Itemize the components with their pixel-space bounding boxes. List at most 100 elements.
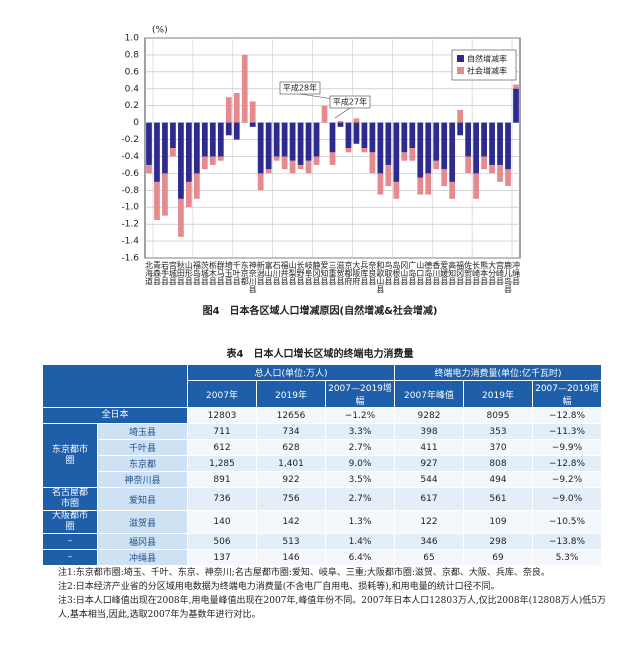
value-cell: 2.7%: [325, 487, 395, 511]
value-cell: 398: [394, 423, 464, 440]
annotation-arrow: [334, 107, 351, 119]
name-cell: 神奈川县: [97, 471, 188, 488]
y-unit: (%): [152, 26, 168, 36]
x-tick-label: 静冈县: [312, 260, 321, 286]
table-row: – 冲绳县 137 146 6.4% 65 69 5.3%: [42, 549, 602, 566]
x-tick-label: 长野县: [296, 260, 305, 286]
bar: [225, 122, 232, 136]
value-cell: 9282: [394, 407, 464, 424]
value-cell: 506: [187, 533, 257, 550]
bar: [273, 156, 280, 161]
x-tick-label: 熊本县: [480, 260, 489, 286]
legend-label: 社会增减率: [467, 66, 507, 76]
bar: [353, 118, 360, 123]
group-cell: 东京都市圈: [42, 423, 98, 488]
value-cell: −12.8%: [532, 407, 602, 424]
y-tick-label: 0.8: [125, 50, 140, 60]
value-cell: 122: [394, 510, 464, 534]
bar: [329, 152, 336, 165]
x-tick-label: 福冈县: [456, 261, 465, 286]
table-row: 全日本 12803 12656 −1.2% 9282 8095 −12.8%: [42, 407, 602, 424]
value-cell: −9.0%: [532, 487, 602, 511]
table-row: 东京都市圈 埼玉县 711 734 3.3% 398 353 −11.3%: [42, 423, 602, 488]
bar: [209, 122, 216, 157]
bar: [433, 160, 440, 170]
x-tick-label: 福井县: [280, 261, 289, 286]
x-tick-label: 德岛县: [424, 260, 433, 286]
value-cell: 513: [256, 533, 326, 550]
bar: [154, 181, 160, 220]
y-tick-label: 0.4: [125, 84, 140, 94]
bar: [186, 181, 192, 208]
value-cell: 2.7%: [325, 439, 395, 456]
x-tick-label: 兵库县: [360, 260, 369, 286]
annotation: 平成28年: [283, 83, 317, 93]
group-cell: 全日本: [42, 407, 188, 424]
value-cell: 69: [463, 549, 533, 566]
value-cell: 734: [256, 423, 326, 440]
x-tick-label: 青森县: [152, 260, 161, 286]
x-tick-label: 大分县: [488, 260, 497, 286]
x-tick-label: 秋田县: [176, 260, 185, 286]
bar: [281, 156, 288, 170]
value-cell: 711: [187, 423, 257, 440]
value-cell: 411: [394, 439, 464, 456]
bar: [361, 148, 368, 153]
bar: [257, 173, 264, 191]
x-tick-label: 京都府: [344, 260, 353, 286]
bar: [162, 122, 168, 174]
x-tick-label: 宫城县: [168, 260, 177, 286]
x-tick-label: 山口县: [416, 260, 425, 286]
bar: [409, 122, 416, 148]
x-tick-label: 岛根县: [392, 260, 401, 286]
chart-caption: 图4 日本各区域人口增减原因(自然增减&社会增减): [203, 304, 438, 317]
value-cell: 494: [463, 471, 533, 488]
x-tick-label: 新潟县: [256, 260, 265, 286]
bar: [465, 156, 472, 174]
bar: [433, 122, 440, 161]
legend-label: 自然增减率: [467, 54, 507, 64]
bar: [513, 88, 519, 123]
bar: [401, 122, 408, 153]
header-row: 2007年 2019年 2007—2019增幅 2007年峰值 2019年 2007—20…: [43, 380, 602, 408]
group-cell: 大阪都市圈: [42, 510, 98, 534]
table-row: 名古屋都市圈 爱知县 736 756 2.7% 617 561 −9.0%: [42, 487, 602, 511]
value-cell: −9.2%: [532, 471, 602, 488]
note: 注3:日本人口峰值出现在2008年,用电量峰值出现在2007年,峰值年份不同。2…: [58, 596, 606, 620]
value-cell: 6.4%: [325, 549, 395, 566]
y-tick-label: -0.2: [121, 135, 139, 145]
y-tick-label: -0.4: [121, 152, 139, 162]
bar: [369, 122, 376, 153]
bar: [154, 122, 160, 182]
x-tick-label: 冈山县: [400, 261, 409, 286]
name-cell: 东京都: [97, 455, 188, 472]
y-tick-label: 0.6: [125, 67, 140, 77]
bar: [385, 122, 392, 165]
bar: [409, 148, 416, 161]
y-tick-label: -1.2: [121, 220, 139, 230]
x-tick-label: 山形县: [184, 260, 193, 286]
bar: [265, 122, 272, 170]
value-cell: 544: [394, 471, 464, 488]
y-tick-label: 1.0: [125, 34, 140, 44]
name-cell: 滋贺县: [97, 510, 188, 534]
header-column: 2007年峰值: [394, 380, 464, 408]
bar: [449, 181, 456, 199]
bar: [265, 169, 272, 174]
value-cell: 617: [394, 487, 464, 511]
bar: [457, 122, 464, 136]
bar: [329, 122, 336, 153]
x-tick-label: 大阪府: [352, 260, 361, 286]
x-tick-label: 栃木县: [208, 260, 217, 286]
bar: [297, 122, 304, 165]
x-tick-label: 长崎县: [472, 260, 481, 286]
bar: [170, 122, 176, 148]
note: 注1:东京都市圈:埼玉、千叶、东京、神奈川;名古屋都市圈:爱知、岐阜、三重;大阪…: [58, 568, 550, 578]
value-cell: 3.3%: [325, 423, 395, 440]
x-tick-label: 东京都: [240, 260, 249, 286]
bar: [313, 122, 320, 157]
bar: [178, 122, 184, 199]
value-cell: 5.3%: [532, 549, 602, 566]
x-tick-label: 千叶县: [232, 260, 241, 286]
